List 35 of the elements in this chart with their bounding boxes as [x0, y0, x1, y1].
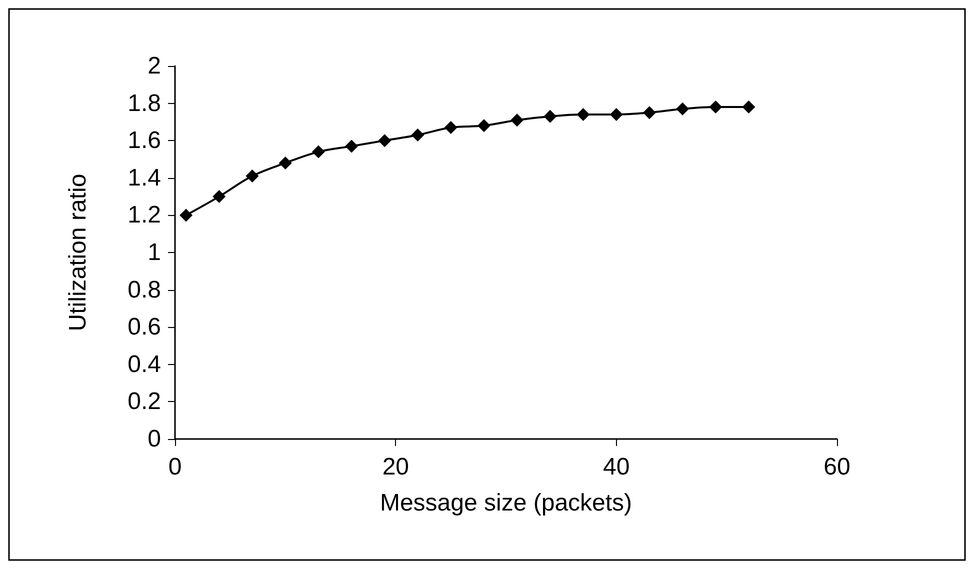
y-tick-label: 0.6 — [128, 314, 161, 341]
point — [246, 170, 259, 183]
point — [610, 108, 623, 121]
point — [444, 121, 458, 134]
point — [742, 100, 756, 114]
point — [345, 140, 358, 153]
point — [510, 114, 524, 127]
y-tick-label: 2 — [148, 52, 161, 80]
y-tick-label: 1 — [148, 239, 161, 266]
x-tick-label: 0 — [168, 454, 182, 480]
point — [312, 145, 325, 158]
point — [180, 208, 193, 222]
y-tick-label: 0.8 — [128, 276, 161, 304]
x-tick-label: 20 — [382, 454, 410, 480]
point — [709, 100, 722, 114]
point — [212, 190, 226, 204]
y-tick-label: 0 — [148, 426, 161, 452]
y-axis-title: Utilization ratio — [64, 174, 92, 332]
point — [676, 102, 690, 116]
x-tick-label: 40 — [602, 454, 630, 480]
point — [378, 134, 392, 148]
y-tick-label: 0.4 — [128, 350, 161, 378]
point — [642, 106, 656, 120]
point — [278, 156, 292, 170]
y-tick-label: 0.2 — [128, 388, 161, 416]
x-tick-label: 60 — [824, 454, 850, 480]
point — [411, 128, 424, 142]
point — [544, 110, 557, 123]
y-tick-label: 1.2 — [128, 202, 161, 229]
x-axis-title: Message size (packets) — [380, 490, 632, 516]
y-tick-label: 1.8 — [128, 90, 161, 117]
y-tick-label: 1.4 — [128, 164, 161, 192]
y-tick-label: 1.6 — [128, 127, 161, 154]
point — [477, 119, 490, 132]
point — [576, 108, 590, 121]
